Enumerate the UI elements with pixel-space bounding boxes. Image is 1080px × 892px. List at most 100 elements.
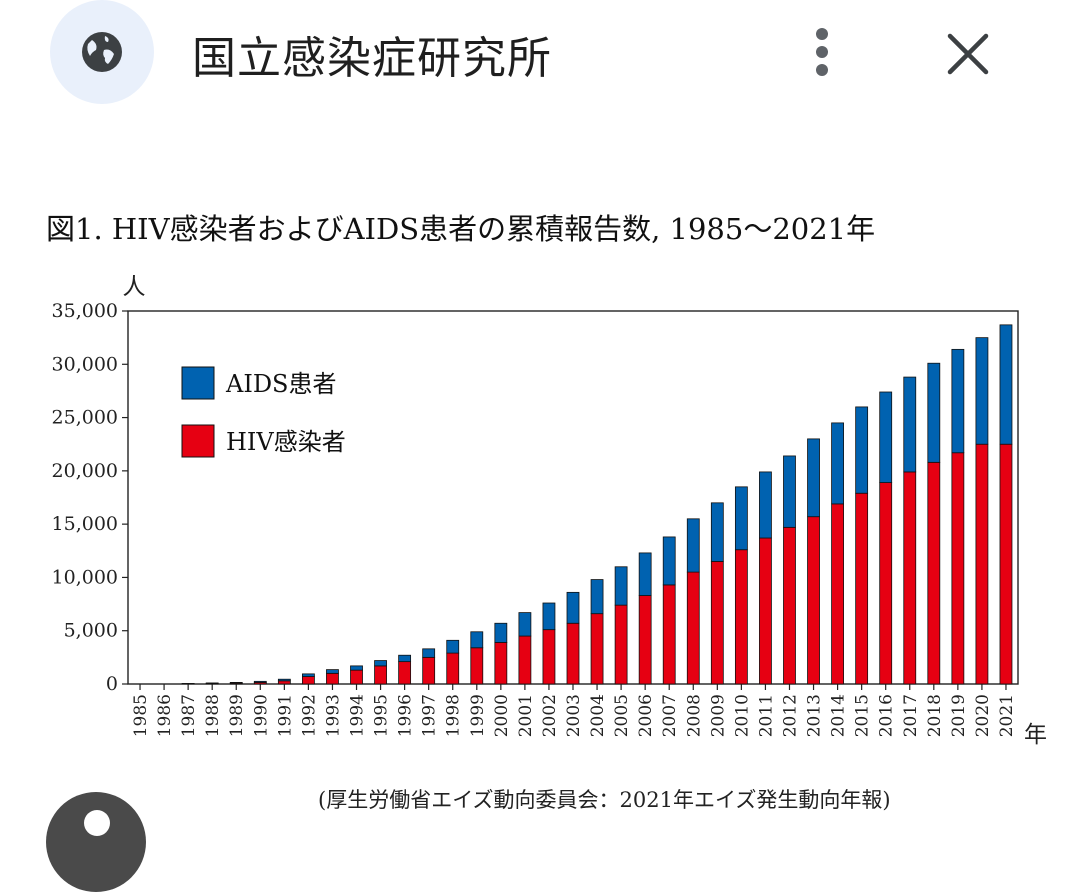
- x-tick-label: 2013: [805, 694, 825, 737]
- bar-hiv-2020: [976, 444, 988, 684]
- top-bar: 国立感染症研究所: [0, 0, 1080, 110]
- bar-hiv-2012: [783, 527, 795, 684]
- bar-aids-2001: [519, 613, 531, 636]
- y-tick-label: 20,000: [52, 460, 118, 482]
- x-axis-label: 年: [1024, 722, 1047, 748]
- bar-hiv-2011: [759, 538, 771, 684]
- bar-aids-1998: [447, 640, 459, 653]
- bar-aids-1994: [351, 666, 363, 670]
- x-tick-label: 2000: [492, 694, 512, 737]
- legend-swatch: [182, 367, 214, 399]
- legend-swatch: [182, 425, 214, 457]
- stacked-bar-chart: 05,00010,00015,00020,00025,00030,00035,0…: [0, 260, 1080, 780]
- bar-hiv-1999: [471, 648, 483, 684]
- bar-hiv-2010: [735, 550, 747, 684]
- legend-label: HIV感染者: [226, 428, 346, 456]
- bar-aids-1995: [375, 661, 387, 666]
- x-tick-label: 1996: [396, 694, 416, 737]
- bar-aids-2000: [495, 623, 507, 642]
- bar-hiv-2001: [519, 636, 531, 684]
- x-tick-label: 2010: [732, 694, 752, 737]
- bar-hiv-2003: [567, 623, 579, 684]
- bar-aids-2005: [615, 567, 627, 605]
- x-tick-label: 2008: [684, 694, 704, 737]
- account-fab[interactable]: [46, 792, 146, 892]
- x-tick-label: 1999: [468, 694, 488, 737]
- site-info-button[interactable]: [50, 0, 154, 104]
- y-tick-label: 15,000: [52, 513, 118, 535]
- bar-aids-1992: [302, 674, 314, 677]
- bar-hiv-2019: [952, 453, 964, 684]
- bar-aids-2002: [543, 603, 555, 630]
- bar-hiv-2013: [808, 517, 820, 684]
- y-tick-label: 25,000: [52, 407, 118, 429]
- x-tick-label: 1988: [203, 694, 223, 737]
- bar-aids-2003: [567, 592, 579, 623]
- x-tick-label: 2019: [949, 694, 969, 737]
- x-tick-label: 2001: [516, 694, 536, 737]
- bar-aids-1989: [230, 682, 242, 683]
- bar-hiv-2018: [928, 462, 940, 684]
- bar-hiv-2015: [856, 493, 868, 684]
- y-tick-label: 0: [106, 673, 118, 695]
- y-tick-label: 35,000: [52, 300, 118, 322]
- x-tick-label: 2021: [997, 694, 1017, 737]
- bar-hiv-1996: [399, 662, 411, 684]
- bar-hiv-1997: [423, 657, 435, 684]
- source-note: (厚生労働省エイズ動向委員会：2021年エイズ発生動向年報): [318, 784, 891, 814]
- bar-hiv-2005: [615, 605, 627, 684]
- x-tick-label: 1985: [131, 694, 151, 737]
- bar-aids-2004: [591, 580, 603, 614]
- bar-hiv-1994: [351, 670, 363, 684]
- bar-aids-1993: [326, 670, 338, 674]
- x-tick-label: 1991: [275, 694, 295, 737]
- bar-aids-2015: [856, 407, 868, 493]
- bar-aids-2021: [1000, 325, 1012, 444]
- x-tick-label: 2016: [877, 694, 897, 737]
- bar-hiv-2016: [880, 483, 892, 684]
- bar-aids-2017: [904, 377, 916, 472]
- bar-hiv-2017: [904, 472, 916, 684]
- x-tick-label: 2006: [636, 694, 656, 737]
- x-tick-label: 1997: [420, 694, 440, 737]
- bar-hiv-2008: [687, 572, 699, 684]
- x-tick-label: 2015: [853, 694, 873, 737]
- x-tick-label: 1993: [323, 694, 343, 737]
- bar-aids-1996: [399, 655, 411, 661]
- y-tick-label: 10,000: [52, 566, 118, 588]
- bar-hiv-2007: [663, 585, 675, 684]
- x-tick-label: 1995: [372, 694, 392, 737]
- account-icon: [84, 810, 110, 836]
- x-tick-label: 2014: [829, 694, 849, 737]
- x-tick-label: 1992: [299, 694, 319, 737]
- bar-hiv-1991: [278, 681, 290, 684]
- x-tick-label: 2018: [925, 694, 945, 737]
- close-icon[interactable]: [944, 30, 992, 78]
- y-tick-label: 30,000: [52, 353, 118, 375]
- more-vert-icon[interactable]: [800, 22, 844, 82]
- bar-aids-2006: [639, 553, 651, 596]
- bar-aids-2018: [928, 363, 940, 462]
- x-tick-label: 2012: [780, 694, 800, 737]
- legend-label: AIDS患者: [225, 370, 337, 398]
- page-title: 国立感染症研究所: [192, 22, 552, 86]
- bar-aids-1991: [278, 679, 290, 681]
- y-axis-label: 人: [123, 274, 146, 300]
- bar-aids-2007: [663, 537, 675, 585]
- globe-icon: [78, 28, 126, 76]
- bar-aids-2012: [783, 456, 795, 527]
- bar-aids-1990: [254, 681, 266, 682]
- bar-hiv-2002: [543, 630, 555, 684]
- x-tick-label: 1989: [227, 694, 247, 737]
- bar-hiv-1998: [447, 653, 459, 684]
- bar-aids-2010: [735, 487, 747, 550]
- x-tick-label: 1987: [179, 694, 199, 737]
- x-tick-label: 2011: [756, 694, 776, 737]
- bar-hiv-2014: [832, 504, 844, 684]
- x-tick-label: 1986: [155, 694, 175, 737]
- bar-aids-2019: [952, 349, 964, 452]
- bar-aids-2020: [976, 338, 988, 445]
- bar-aids-1997: [423, 649, 435, 658]
- x-tick-label: 1998: [444, 694, 464, 737]
- bar-hiv-1992: [302, 677, 314, 684]
